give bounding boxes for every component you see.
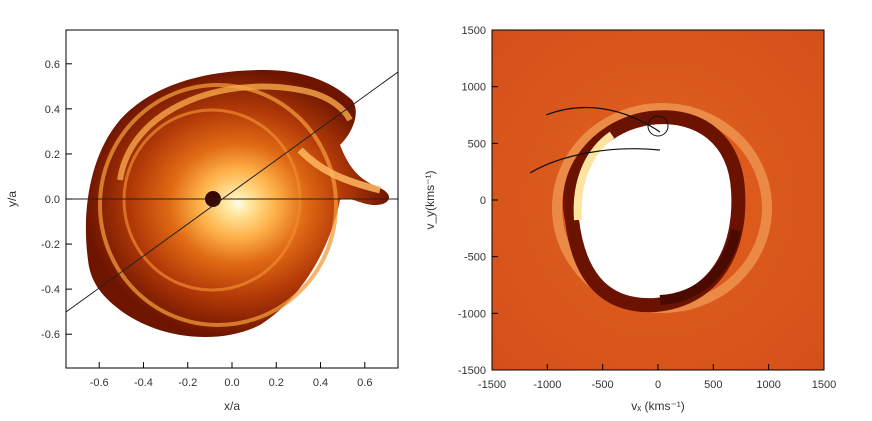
y-tick-label: 1500 [462, 25, 486, 37]
inner-ring [122, 108, 302, 292]
x-tick-label: 1500 [812, 379, 836, 391]
x-tick-label: -0.4 [134, 377, 153, 389]
left-ylabel: y/a [5, 191, 19, 207]
left-disk-image [66, 70, 398, 337]
stream-tail [297, 147, 381, 194]
x-tick-label: 1000 [756, 379, 780, 391]
outer-arc [117, 83, 353, 181]
x-tick-label: -0.6 [90, 377, 109, 389]
y-tick-label: 500 [468, 138, 486, 150]
roche-marker [647, 115, 669, 137]
left-panel: -0.6 -0.4 -0.2 0.0 0.2 0.4 0.6 0.6 0.4 0.2 0.0 -0.2… [5, 29, 399, 413]
x-tick-label: 0.0 [224, 377, 239, 389]
y-tick-label: 0.0 [45, 194, 60, 206]
right-panel: -1500 -1000 -500 0 500 1000 1500 1500 1000 500 0 -5… [423, 25, 836, 413]
y-tick-label: 0.2 [45, 149, 60, 161]
diagonal-line [66, 71, 398, 313]
y-tick-label: -0.2 [41, 239, 60, 251]
dark-crescent [659, 228, 741, 305]
right-xlabel: vₓ (kms⁻¹) [631, 399, 685, 413]
y-tick-label: 0 [480, 195, 486, 207]
mid-ring [98, 83, 338, 327]
bright-arc [573, 131, 615, 221]
x-tick-label: 0.2 [269, 377, 284, 389]
x-tick-label: 0 [655, 379, 661, 391]
x-tick-label: 0.6 [357, 377, 372, 389]
x-tick-label: -1000 [533, 379, 561, 391]
y-tick-label: -0.4 [41, 284, 60, 296]
y-tick-label: 1000 [462, 82, 486, 94]
left-xlabel: x/a [224, 399, 240, 413]
y-tick-label: 0.6 [45, 59, 60, 71]
x-tick-label: -500 [592, 379, 614, 391]
right-velocity-image [492, 30, 824, 370]
y-tick-label: -500 [464, 252, 486, 264]
ballistic-curve-2 [529, 148, 661, 174]
right-ylabel: v_y(kms⁻¹) [423, 171, 437, 230]
y-tick-label: -1500 [458, 365, 486, 377]
x-tick-label: 500 [704, 379, 722, 391]
right-ticks: -1500 -1000 -500 0 500 1000 1500 1500 1000 500 0 -5… [458, 25, 836, 391]
left-ticks: -0.6 -0.4 -0.2 0.0 0.2 0.4 0.6 0.6 0.4 0.2 0.0 -0.2… [41, 59, 372, 389]
x-tick-label: -0.2 [178, 377, 197, 389]
x-tick-label: 0.4 [313, 377, 328, 389]
ballistic-curve-1 [545, 107, 661, 133]
y-tick-label: -0.6 [41, 329, 60, 341]
x-tick-label: -1500 [478, 379, 506, 391]
y-tick-label: -1000 [458, 308, 486, 320]
y-tick-label: 0.4 [45, 104, 60, 116]
